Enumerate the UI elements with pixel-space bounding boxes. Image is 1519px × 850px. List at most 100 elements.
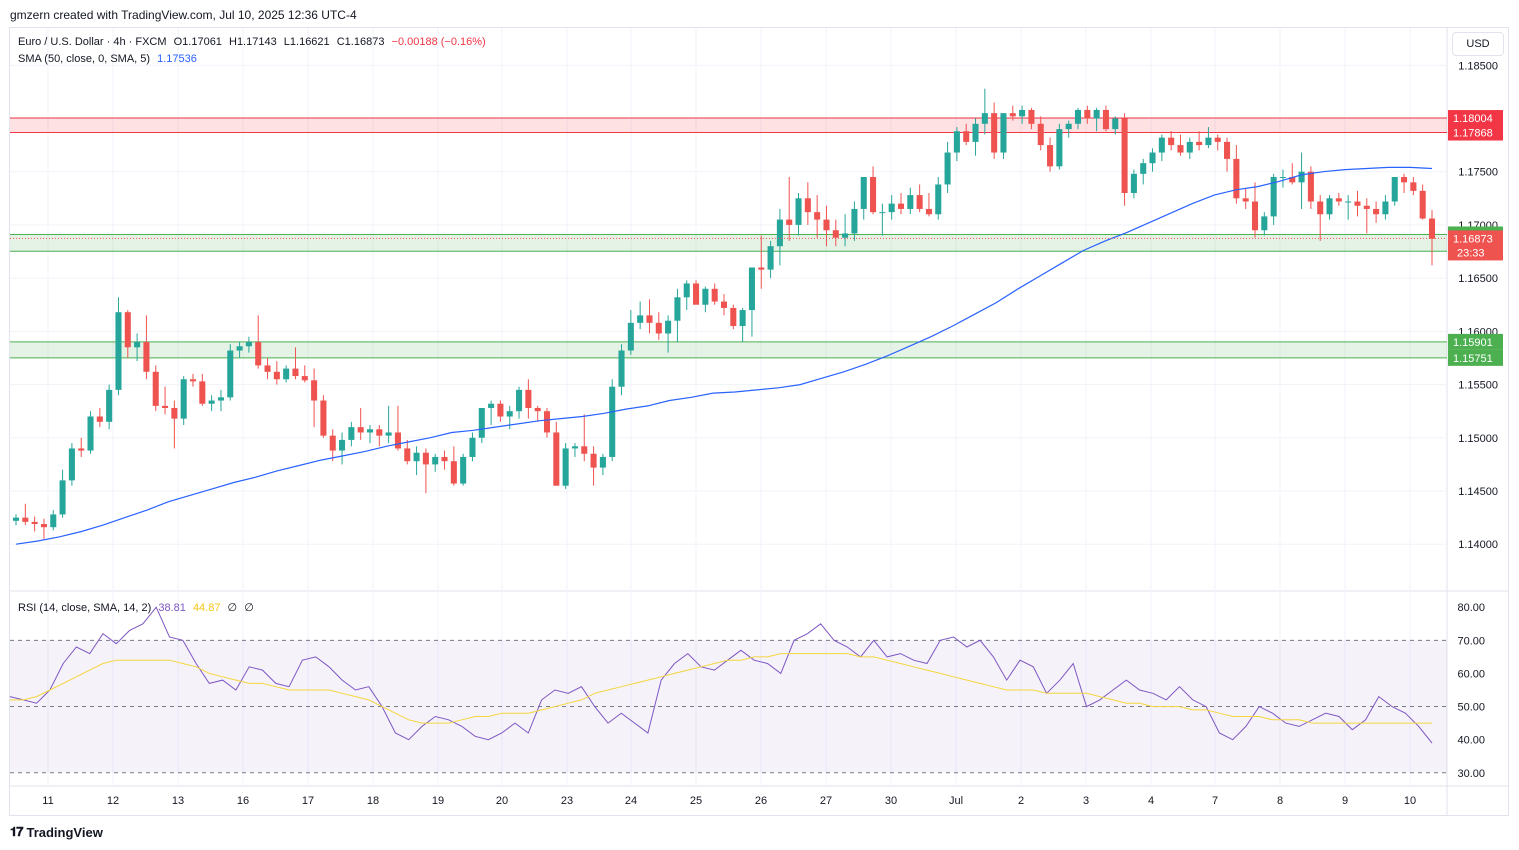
x-tick-label: 26 — [755, 795, 767, 807]
candle-down — [1317, 201, 1324, 215]
candle-down — [590, 453, 597, 468]
candle-down — [273, 371, 280, 380]
candle-up — [1130, 173, 1137, 193]
candle-down — [162, 405, 169, 408]
x-tick-label: 25 — [690, 795, 702, 807]
x-tick-label: 11 — [42, 795, 53, 807]
x-tick-label: 19 — [432, 795, 444, 807]
x-tick-label: 20 — [496, 795, 508, 807]
zone-price-badge — [1448, 110, 1503, 127]
candle-up — [935, 184, 942, 215]
candle-down — [404, 448, 411, 462]
rsi-label[interactable]: RSI (14, close, SMA, 14, 2) — [18, 602, 152, 614]
candle-down — [1401, 177, 1408, 183]
candle-up — [562, 448, 569, 486]
candle-up — [851, 208, 858, 234]
x-tick-label: 27 — [820, 795, 832, 807]
candle-down — [1354, 201, 1361, 206]
zone-price-label: 1.15901 — [1453, 337, 1493, 349]
candle-up — [739, 310, 746, 327]
open-value: O1.17061 — [173, 36, 222, 48]
candle-up — [627, 322, 634, 351]
currency-selector[interactable]: USD — [1452, 32, 1504, 56]
candle-up — [1279, 177, 1286, 179]
candle-up — [432, 456, 439, 465]
candle-up — [106, 389, 113, 422]
candle-up — [516, 389, 523, 412]
candle-up — [609, 386, 616, 457]
candle-up — [1270, 177, 1277, 217]
candle-up — [385, 432, 392, 436]
candle-up — [1261, 216, 1268, 231]
candle-down — [916, 195, 923, 209]
candle-down — [329, 435, 336, 451]
candle-down — [1307, 171, 1314, 202]
candle-down — [441, 456, 448, 462]
price-legend: Euro / U.S. Dollar · 4h · FXCM O1.17061 … — [18, 36, 490, 48]
candle-up — [888, 203, 895, 213]
sma-line — [15, 166, 1433, 545]
y-tick-label: 1.15500 — [1458, 380, 1498, 392]
candle-down — [1224, 141, 1231, 159]
candle-down — [1121, 118, 1128, 193]
candle-down — [22, 517, 29, 522]
x-tick-label: 12 — [107, 795, 119, 807]
candle-down — [199, 381, 206, 404]
candle-up — [748, 267, 755, 311]
symbol-label[interactable]: Euro / U.S. Dollar · 4h · FXCM — [18, 36, 167, 48]
candle-up — [981, 113, 988, 124]
candle-up — [366, 429, 374, 433]
rsi-line — [9, 606, 1433, 744]
candle-up — [469, 437, 476, 457]
candle-down — [1428, 218, 1436, 239]
x-tick-label: 18 — [367, 795, 379, 807]
y-tick-label: 1.18500 — [1458, 60, 1498, 72]
rsi-extra1: ∅ — [227, 602, 238, 614]
candle-up — [1149, 152, 1156, 164]
candle-up — [1065, 123, 1072, 130]
candle-down — [264, 365, 271, 372]
candle-down — [1251, 201, 1259, 231]
candle-up — [283, 368, 290, 380]
x-tick-label: 23 — [561, 795, 573, 807]
candle-down — [525, 389, 532, 408]
candle-down — [543, 411, 551, 433]
y-tick-label: 1.14500 — [1458, 486, 1498, 498]
candle-down — [991, 113, 998, 153]
candle-down — [1335, 198, 1342, 202]
candle-up — [59, 480, 66, 515]
chart-frame[interactable] — [9, 27, 1509, 816]
candle-down — [1214, 137, 1221, 142]
candle-down — [152, 371, 159, 406]
candle-up — [478, 407, 485, 438]
candle-up — [953, 131, 960, 153]
candle-down — [301, 376, 308, 381]
candle-down — [581, 446, 588, 454]
candle-up — [87, 416, 94, 451]
candle-down — [534, 407, 541, 412]
candle-down — [189, 379, 197, 382]
rsi-y-tick-label: 30.00 — [1457, 768, 1485, 780]
x-tick-label: 2 — [1018, 795, 1024, 807]
candle-up — [674, 297, 681, 321]
candle-up — [208, 400, 215, 404]
candle-down — [255, 341, 262, 366]
tradingview-brand[interactable]: 𝟏𝟕 TradingView — [10, 824, 103, 840]
candle-up — [1186, 141, 1193, 153]
x-tick-label: 17 — [302, 795, 314, 807]
candle-up — [907, 195, 914, 209]
candle-down — [1084, 109, 1091, 119]
candle-up — [236, 346, 243, 351]
candle-down — [823, 219, 830, 231]
candle-down — [646, 315, 653, 323]
rsi-sma-line — [10, 653, 1432, 724]
candle-up — [68, 448, 75, 481]
candle-down — [394, 432, 401, 449]
candle-down — [311, 380, 318, 401]
zone-fill — [10, 341, 1447, 358]
rsi-y-tick-label: 60.00 — [1457, 668, 1485, 680]
candle-down — [171, 407, 178, 419]
sma-label[interactable]: SMA (50, close, 0, SMA, 5) — [18, 53, 151, 65]
candle-up — [1000, 113, 1007, 153]
